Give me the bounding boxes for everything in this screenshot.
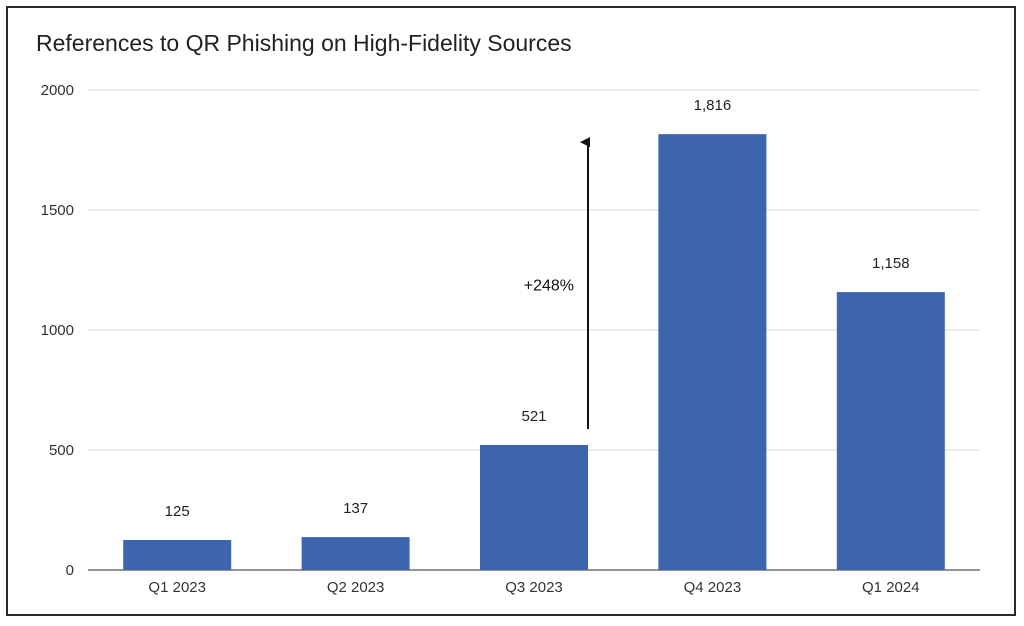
data-label: 137 — [343, 500, 368, 517]
annotations: +248% — [524, 137, 590, 429]
y-tick-label: 0 — [66, 562, 74, 579]
y-axis-ticks: 0 500 1000 1500 2000 — [41, 82, 74, 579]
y-tick-label: 2000 — [41, 82, 74, 99]
growth-annotation: +248% — [524, 278, 574, 295]
x-tick-label: Q2 2023 — [327, 579, 385, 596]
x-tick-label: Q4 2023 — [684, 579, 742, 596]
x-tick-label: Q1 2023 — [148, 579, 206, 596]
data-label: 521 — [521, 408, 546, 425]
y-tick-label: 500 — [49, 442, 74, 459]
bar — [480, 444, 588, 570]
y-tick-label: 1500 — [41, 202, 74, 219]
bar — [301, 537, 410, 570]
data-label: 1,158 — [872, 255, 910, 272]
bars — [123, 134, 945, 570]
bar — [836, 292, 945, 570]
bar — [658, 134, 767, 570]
y-tick-label: 1000 — [41, 322, 74, 339]
data-label: 1,816 — [694, 97, 732, 114]
chart-title: References to QR Phishing on High-Fideli… — [36, 30, 572, 56]
x-axis-ticks: Q1 2023 Q2 2023 Q3 2023 Q4 2023 Q1 2024 — [148, 579, 919, 596]
x-tick-label: Q1 2024 — [862, 579, 920, 596]
bar — [123, 540, 232, 570]
data-labels: 125 137 521 1,816 1,158 — [165, 97, 910, 520]
data-label: 125 — [165, 503, 190, 520]
x-tick-label: Q3 2023 — [505, 579, 563, 596]
